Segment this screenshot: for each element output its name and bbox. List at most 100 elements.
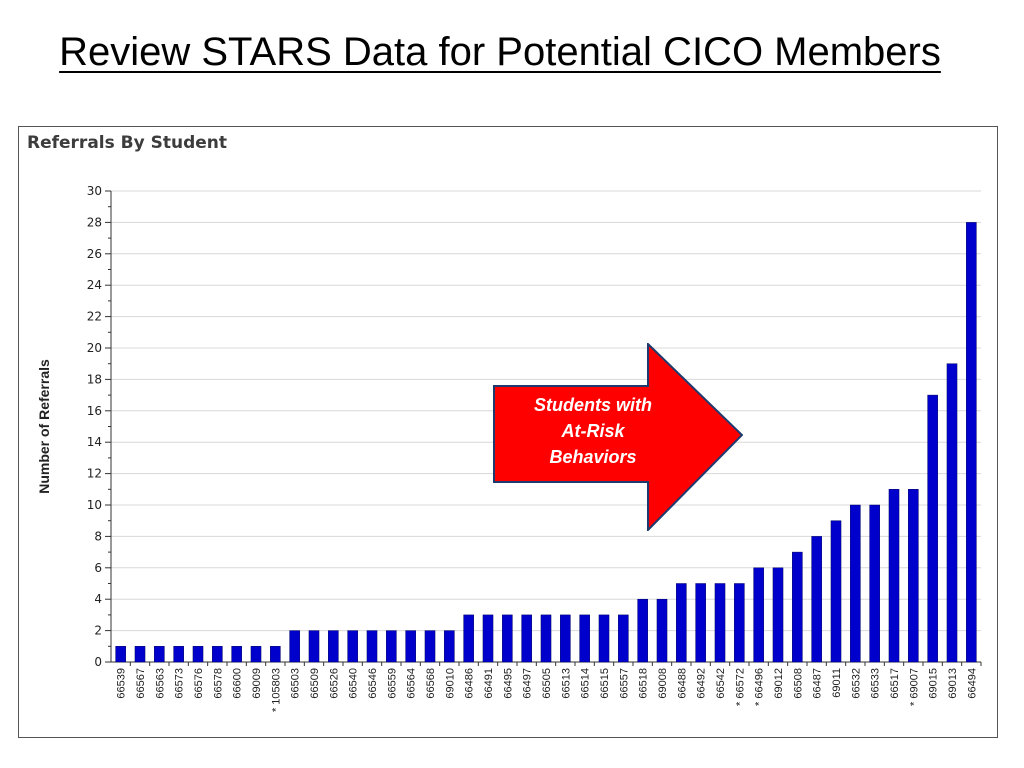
- bar: [888, 489, 900, 663]
- y-tick-label: 26: [87, 247, 102, 261]
- bar: [811, 536, 822, 663]
- x-tick-label: 69012: [773, 668, 785, 699]
- chart-frame: 0 2 4 6 8 10 12 14 16 18 20 22 24 26 28 30 Number of Ref…: [18, 126, 998, 738]
- bar: [753, 567, 764, 663]
- x-tick-label: 66559: [386, 668, 398, 699]
- x-tick-label: 66578: [212, 668, 224, 699]
- bar: [869, 504, 880, 663]
- bar: [347, 630, 358, 663]
- x-tick-label: * 66572: [734, 668, 746, 706]
- x-tick-label: 66497: [522, 668, 534, 699]
- x-tick-label: 66542: [715, 668, 727, 699]
- y-tick-label: 8: [94, 529, 102, 543]
- y-tick-label: 24: [87, 278, 102, 292]
- bar: [328, 630, 339, 663]
- bar: [405, 630, 416, 663]
- x-tick-label: 66557: [618, 668, 630, 699]
- x-tick-label: 66564: [406, 668, 418, 699]
- bar: [850, 504, 861, 663]
- bar: [540, 614, 552, 663]
- arrow-shape: [493, 343, 743, 531]
- bar: [966, 222, 977, 663]
- bar: [308, 630, 320, 663]
- bar: [173, 646, 184, 663]
- bar: [927, 394, 938, 663]
- bar: [695, 583, 706, 663]
- bar: [270, 646, 281, 663]
- y-tick-label: 6: [94, 561, 102, 575]
- bar: [734, 583, 745, 663]
- bar: [444, 630, 455, 663]
- bar: [192, 646, 204, 663]
- bar: [676, 583, 687, 663]
- bar: [250, 646, 262, 663]
- bar: [908, 489, 919, 663]
- x-tick-label: 66518: [638, 668, 650, 699]
- x-tick-label: 69010: [444, 668, 456, 699]
- x-tick-label: 66532: [850, 668, 862, 699]
- x-tick-label: 66563: [154, 668, 166, 699]
- bar: [502, 614, 513, 663]
- x-tick-label: 66567: [135, 668, 147, 699]
- x-tick-label: 66600: [232, 668, 244, 699]
- y-tick-label: 14: [87, 435, 102, 449]
- slide-title: Review STARS Data for Potential CICO Mem…: [59, 30, 941, 74]
- bar: [424, 630, 436, 663]
- y-tick-label: 0: [94, 655, 102, 669]
- x-tick-label: 66494: [966, 668, 978, 699]
- bar: [618, 614, 629, 663]
- x-tick-label: * 105803: [270, 668, 282, 712]
- x-tick-label: 66505: [541, 668, 553, 699]
- x-tick-label: 66513: [560, 668, 572, 699]
- bar: [231, 646, 242, 663]
- x-tick-label: 69015: [928, 668, 940, 699]
- bar: [946, 363, 958, 663]
- x-tick-label: 66573: [174, 668, 186, 699]
- y-tick-label: 16: [87, 404, 102, 418]
- bar: [792, 551, 803, 663]
- bar: [366, 630, 378, 663]
- bar: [521, 614, 532, 663]
- bar: [463, 614, 474, 663]
- y-tick-label: 20: [87, 341, 102, 355]
- x-tick-label: * 69007: [908, 668, 920, 706]
- y-tick-label: 4: [94, 592, 102, 606]
- x-tick-label: 66533: [870, 668, 882, 699]
- x-tick-label: 66488: [676, 668, 688, 699]
- y-tick-label: 22: [87, 310, 102, 324]
- x-tick-label: 66539: [116, 668, 128, 699]
- x-tick-label: 66486: [464, 668, 476, 699]
- x-tick-label: 66509: [309, 668, 321, 699]
- x-tick-label: 66517: [889, 668, 901, 699]
- x-tick-label: 69008: [657, 668, 669, 699]
- x-tick-label: 66540: [348, 668, 360, 699]
- x-tick-label: 66487: [812, 668, 824, 699]
- bar: [134, 646, 146, 663]
- x-tick-label: 66514: [580, 668, 592, 699]
- x-tick-label: 66495: [502, 668, 514, 699]
- y-tick-label: 18: [87, 372, 102, 386]
- bar: [772, 567, 784, 663]
- bar: [560, 614, 571, 663]
- x-tick-label: 66492: [696, 668, 708, 699]
- bar: [289, 630, 300, 663]
- bar: [212, 646, 223, 663]
- bar: [115, 646, 126, 663]
- bar: [482, 614, 494, 663]
- x-tick-label: 69013: [947, 668, 959, 699]
- x-tick-label: 66568: [425, 668, 437, 699]
- y-tick-label: 2: [94, 624, 102, 638]
- y-tick-label: 10: [87, 498, 102, 512]
- bar: [714, 583, 726, 663]
- x-tick-label: 66508: [792, 668, 804, 699]
- x-tick-label: 66503: [290, 668, 302, 699]
- bar: [637, 598, 648, 663]
- x-tick-label: 69009: [251, 668, 263, 699]
- x-tick-label: 66491: [483, 668, 495, 699]
- y-axis-label: Number of Referrals: [36, 359, 52, 494]
- y-tick-label: 12: [87, 467, 102, 481]
- bar: [386, 630, 397, 663]
- bar: [154, 646, 165, 663]
- x-tick-label: 66546: [367, 668, 379, 699]
- bar: [598, 614, 610, 663]
